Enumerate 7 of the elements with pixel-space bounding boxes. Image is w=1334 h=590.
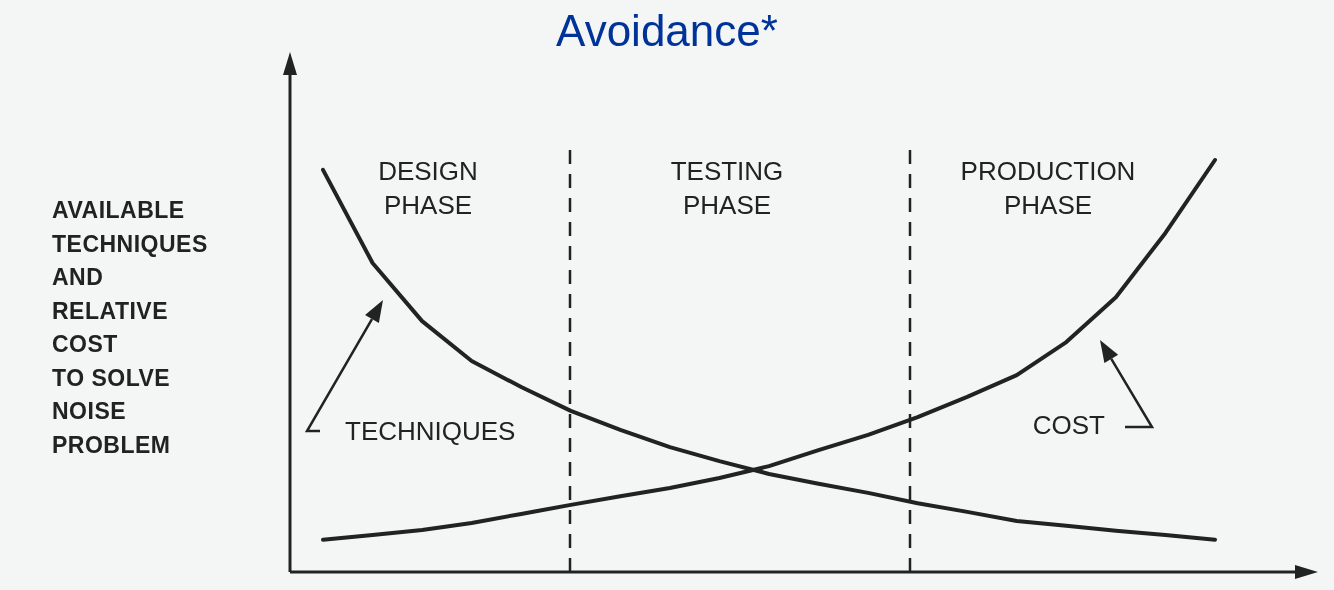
chart-title: Avoidance* bbox=[556, 6, 778, 55]
annotation: PRODUCTION PHASE bbox=[960, 156, 1136, 220]
annotation: TESTING PHASE bbox=[670, 156, 784, 220]
y-axis-title: AVAILABLE TECHNIQUES AND RELATIVE COST TO SOLVE NOISE PROBLEM bbox=[52, 197, 208, 458]
annotation: DESIGN PHASE bbox=[378, 156, 478, 220]
series-label: COST bbox=[1032, 410, 1106, 440]
series-label: TECHNIQUES bbox=[345, 416, 516, 446]
